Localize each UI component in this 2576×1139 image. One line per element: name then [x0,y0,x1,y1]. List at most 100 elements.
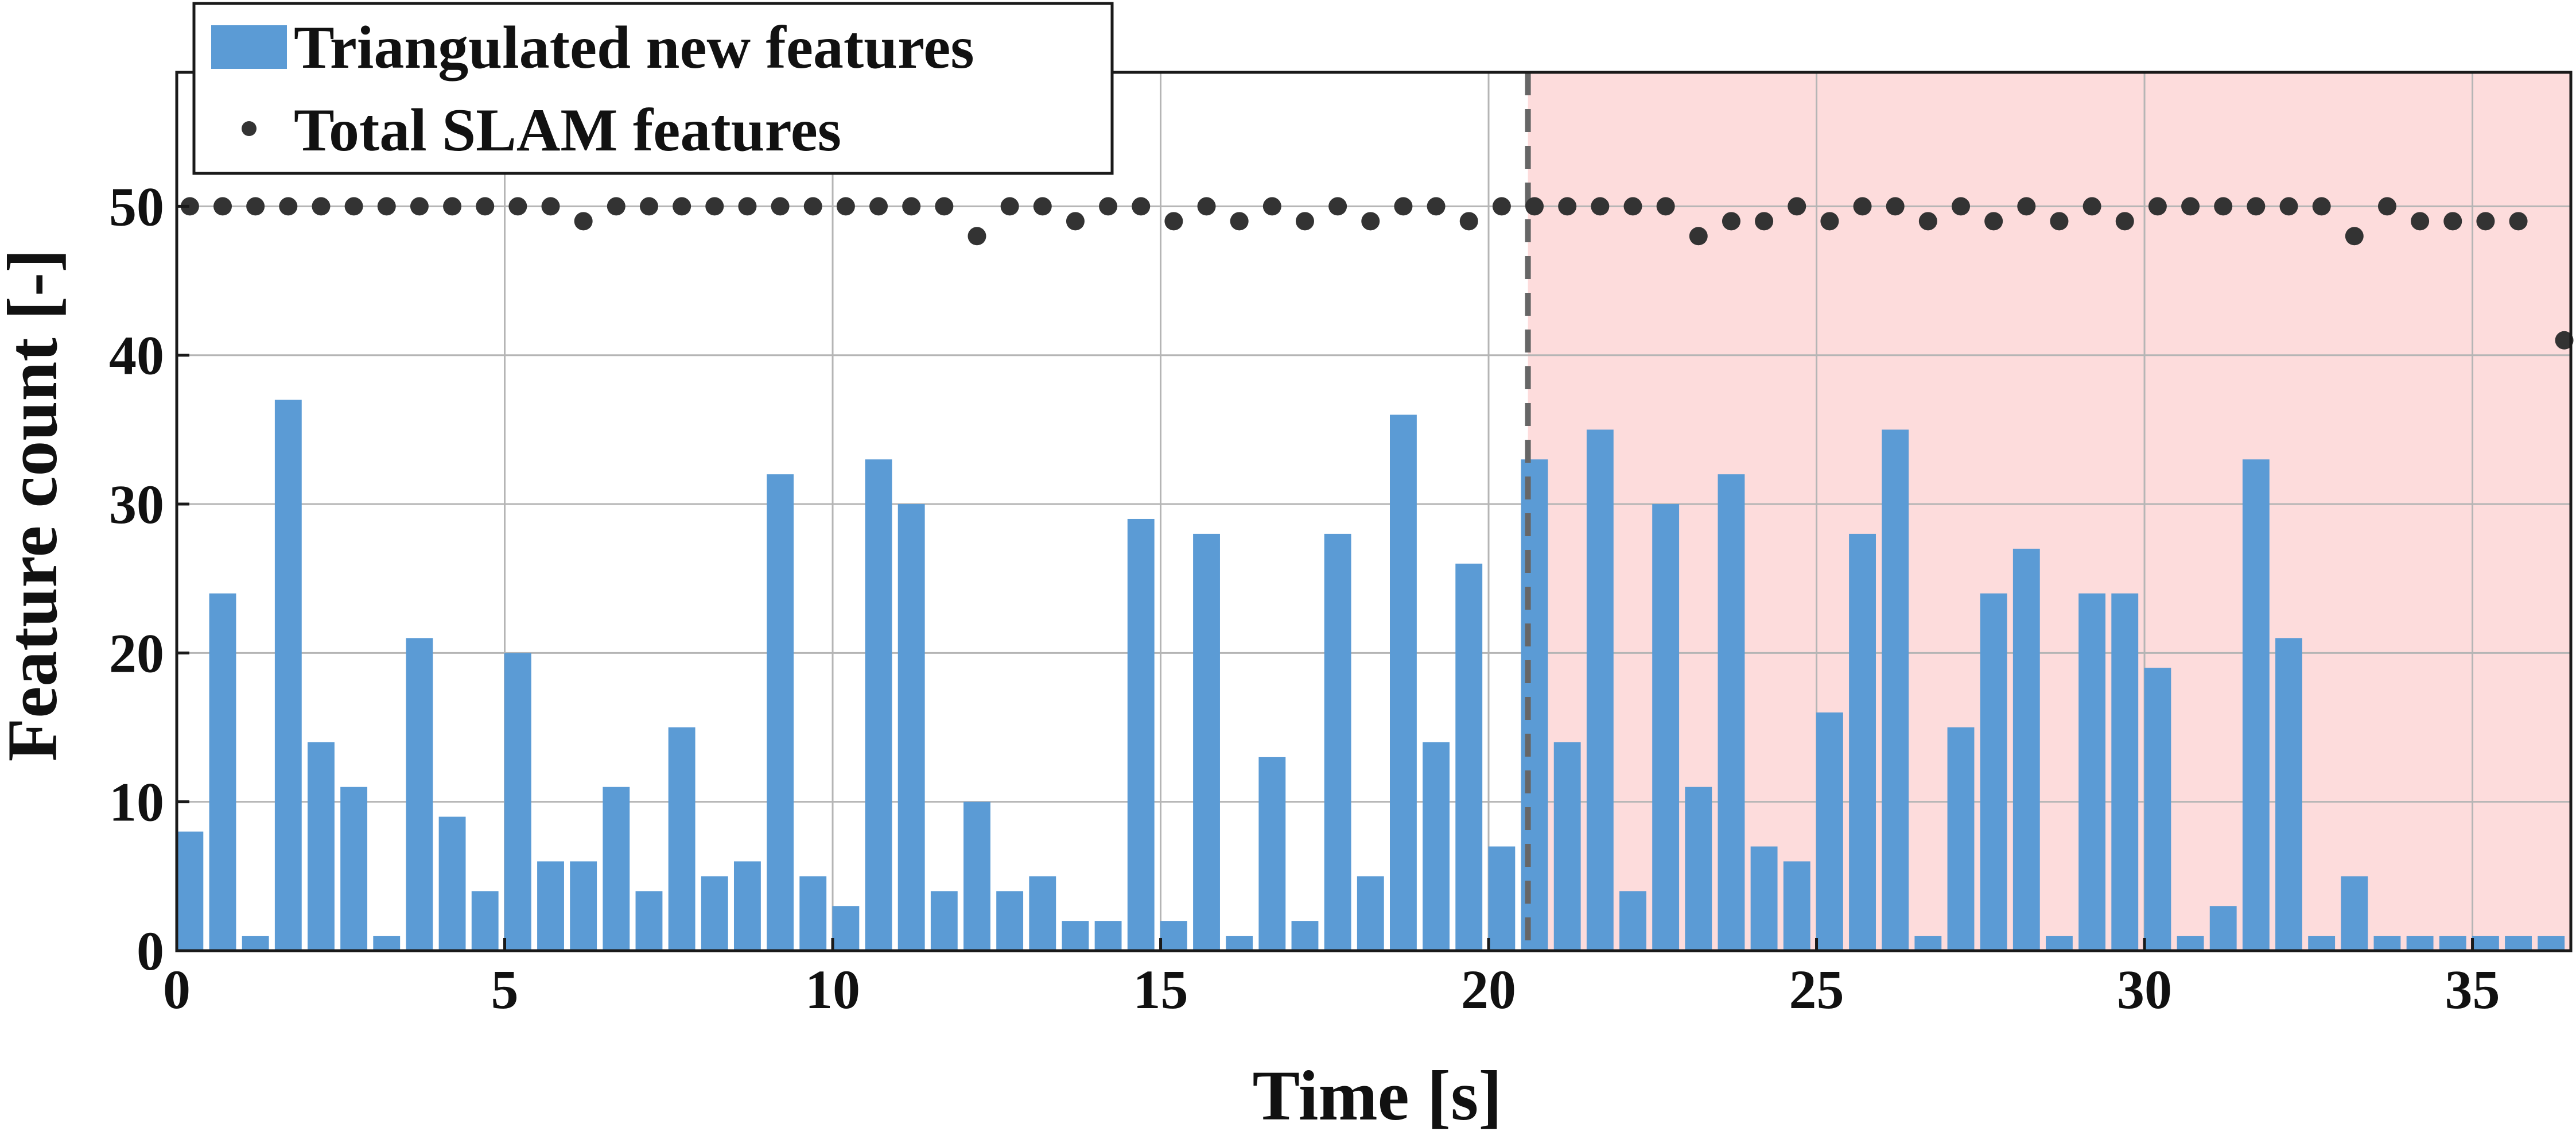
x-tick-label: 35 [2445,959,2500,1020]
bar [1652,504,1680,951]
bar [897,504,925,951]
data-point [1689,227,1708,246]
bar [1127,518,1155,951]
data-point [1558,197,1577,216]
legend-label-dots: Total SLAM features [294,96,841,164]
data-point [2017,197,2036,216]
bar [438,816,466,951]
data-point [1853,197,1872,216]
data-point [1755,212,1774,231]
bar [1947,727,1975,951]
data-point [279,197,298,216]
bar [2046,936,2073,951]
legend-dot-swatch [242,121,257,136]
data-point [1000,197,1019,216]
bar [471,891,499,951]
x-tick-label: 20 [1461,959,1516,1020]
bar [799,876,827,951]
bar [2308,936,2336,951]
data-point [705,197,724,216]
data-point [673,197,691,216]
bar [733,861,761,951]
bar [504,653,531,951]
x-tick-label: 15 [1133,959,1188,1020]
bar [373,936,401,951]
bar [1488,846,1516,951]
shaded-region [1528,72,2571,951]
data-point [2476,212,2495,231]
tick-labels-layer: 0 5 10 15 20 25 30 35 0 10 20 30 40 50 [109,176,2500,1020]
data-point [2312,197,2331,216]
bar [2242,459,2270,951]
data-point [2377,197,2396,216]
data-point [771,197,790,216]
bar [1094,921,1122,951]
data-point [902,197,921,216]
data-point [2247,197,2266,216]
bar [996,891,1024,951]
bar [209,593,236,951]
y-axis-label: Feature count [-] [0,249,72,761]
ticks-layer [175,204,2474,952]
data-point [1132,197,1151,216]
bar [2078,593,2106,951]
bar [2373,936,2401,951]
data-point [2082,197,2101,216]
data-point [1918,212,1937,231]
bar [2341,876,2368,951]
data-point [1066,212,1085,231]
bar [1980,593,2007,951]
bar [2406,936,2434,951]
bar [2275,638,2302,951]
bar [2111,593,2139,951]
bar [1324,533,1351,951]
data-point [1197,197,1216,216]
data-point [836,197,855,216]
data-point [213,197,232,216]
data-point [869,197,888,216]
data-point [1788,197,1806,216]
data-point [639,197,658,216]
bar [1553,742,1581,951]
bar [308,742,335,951]
bar [1685,787,1712,951]
data-point [1820,212,1839,231]
bar [1783,861,1810,951]
data-point [1525,197,1544,216]
bar [2177,936,2204,951]
bar [1226,936,1253,951]
data-point [2279,197,2298,216]
bar [2472,936,2499,951]
y-tick-label: 40 [109,325,164,386]
bar [1619,891,1646,951]
data-point [2555,331,2574,350]
data-point [2148,197,2167,216]
data-point [1262,197,1281,216]
data-point [1033,197,1052,216]
bar [603,787,630,951]
bar [930,891,958,951]
plot-frame [175,71,2573,952]
data-point [1099,197,1118,216]
data-point [180,197,199,216]
bar [668,727,696,951]
data-point [377,197,396,216]
data-point [1722,212,1740,231]
shaded-region-layer [1528,72,2571,951]
data-point [1886,197,1905,216]
bar [1258,757,1286,951]
data-point [1656,197,1675,216]
bar [2144,668,2171,951]
data-point [1295,212,1314,231]
bar [1455,563,1483,951]
data-point [1951,197,1970,216]
data-point [1984,212,2003,231]
bar [1914,936,1942,951]
legend: Triangulated new features Total SLAM fea… [192,2,1114,175]
y-tick-label: 30 [109,474,164,535]
bar [274,400,302,951]
data-point [2115,212,2134,231]
data-point [2443,212,2462,231]
bar [1291,921,1319,951]
